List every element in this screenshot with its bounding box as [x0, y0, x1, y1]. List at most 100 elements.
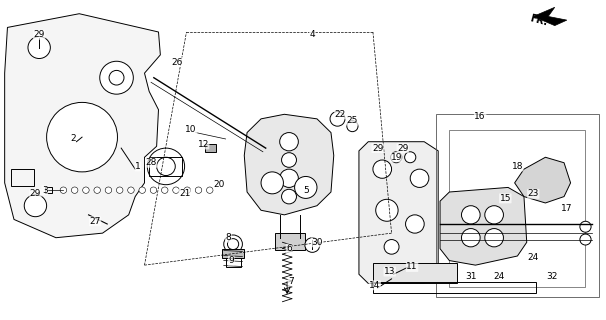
Circle shape: [161, 187, 168, 193]
Circle shape: [485, 206, 504, 224]
Circle shape: [147, 148, 185, 185]
Circle shape: [295, 176, 317, 198]
Text: 8: 8: [225, 233, 231, 242]
Text: 20: 20: [213, 180, 225, 189]
Text: 31: 31: [465, 272, 476, 281]
Text: 30: 30: [311, 238, 323, 247]
Text: 24: 24: [493, 272, 504, 281]
Text: 29: 29: [30, 189, 41, 198]
Bar: [11, 169, 35, 186]
Circle shape: [405, 152, 416, 163]
Text: 24: 24: [528, 253, 539, 262]
Circle shape: [347, 121, 358, 132]
Text: 25: 25: [347, 116, 358, 125]
Circle shape: [405, 215, 424, 233]
Bar: [373, 282, 536, 292]
Bar: [436, 114, 599, 297]
Text: 23: 23: [528, 189, 539, 198]
Circle shape: [139, 187, 145, 193]
Circle shape: [173, 187, 179, 193]
Circle shape: [330, 112, 345, 126]
Bar: [45, 188, 52, 193]
Text: 14: 14: [369, 281, 381, 290]
Text: 32: 32: [546, 272, 558, 281]
Circle shape: [462, 228, 480, 247]
Text: 26: 26: [171, 58, 183, 67]
Text: 29: 29: [372, 144, 383, 153]
Circle shape: [384, 240, 399, 254]
Circle shape: [116, 187, 123, 193]
Text: 21: 21: [179, 189, 190, 198]
Circle shape: [109, 70, 124, 85]
Circle shape: [82, 187, 89, 193]
Text: 3: 3: [42, 186, 48, 195]
Circle shape: [105, 187, 112, 193]
Circle shape: [580, 234, 591, 245]
Circle shape: [305, 238, 320, 252]
Polygon shape: [244, 114, 334, 215]
Text: 29: 29: [397, 144, 408, 153]
Text: 2: 2: [70, 134, 76, 143]
Polygon shape: [440, 188, 527, 265]
Text: 28: 28: [145, 158, 157, 167]
Polygon shape: [359, 142, 438, 284]
Text: 11: 11: [407, 262, 418, 271]
Text: 29: 29: [33, 30, 45, 39]
Text: 19: 19: [390, 153, 402, 162]
Text: FR.: FR.: [529, 13, 549, 27]
Circle shape: [60, 187, 67, 193]
Bar: [149, 157, 182, 176]
Circle shape: [150, 187, 157, 193]
Polygon shape: [5, 14, 161, 238]
Bar: [222, 249, 244, 258]
Circle shape: [580, 221, 591, 232]
Circle shape: [184, 187, 190, 193]
Circle shape: [462, 206, 480, 224]
Text: 16: 16: [474, 112, 486, 121]
Circle shape: [282, 189, 296, 204]
Circle shape: [410, 169, 429, 188]
Bar: [275, 233, 305, 250]
Bar: [205, 144, 216, 152]
Circle shape: [227, 239, 239, 250]
Circle shape: [195, 187, 202, 193]
Circle shape: [52, 108, 112, 166]
Circle shape: [373, 160, 391, 178]
Text: 10: 10: [185, 125, 197, 134]
Text: 1: 1: [135, 162, 141, 171]
Circle shape: [47, 102, 118, 172]
Bar: [373, 263, 457, 284]
Text: 4: 4: [310, 30, 315, 39]
Circle shape: [65, 121, 99, 154]
Circle shape: [261, 172, 284, 194]
Circle shape: [282, 153, 296, 167]
Bar: [225, 258, 241, 267]
Text: 18: 18: [511, 162, 523, 171]
Bar: [450, 130, 585, 287]
Circle shape: [100, 61, 133, 94]
Circle shape: [485, 228, 504, 247]
Circle shape: [24, 195, 47, 217]
Circle shape: [280, 169, 298, 188]
Circle shape: [391, 152, 402, 163]
Circle shape: [207, 187, 213, 193]
Text: 12: 12: [198, 140, 209, 149]
Polygon shape: [533, 7, 567, 26]
Circle shape: [280, 132, 298, 151]
Text: 5: 5: [303, 186, 308, 195]
Circle shape: [376, 199, 398, 221]
Text: 22: 22: [335, 110, 346, 119]
Circle shape: [72, 187, 78, 193]
Circle shape: [128, 187, 134, 193]
Polygon shape: [514, 157, 571, 203]
Circle shape: [224, 235, 242, 253]
Text: 27: 27: [90, 217, 101, 226]
Text: 9: 9: [228, 256, 234, 265]
Text: 13: 13: [384, 267, 396, 276]
Circle shape: [94, 187, 101, 193]
Text: 6: 6: [286, 244, 292, 253]
Text: 15: 15: [499, 194, 511, 203]
Text: 17: 17: [561, 204, 573, 213]
Circle shape: [28, 36, 50, 59]
Circle shape: [156, 157, 175, 176]
